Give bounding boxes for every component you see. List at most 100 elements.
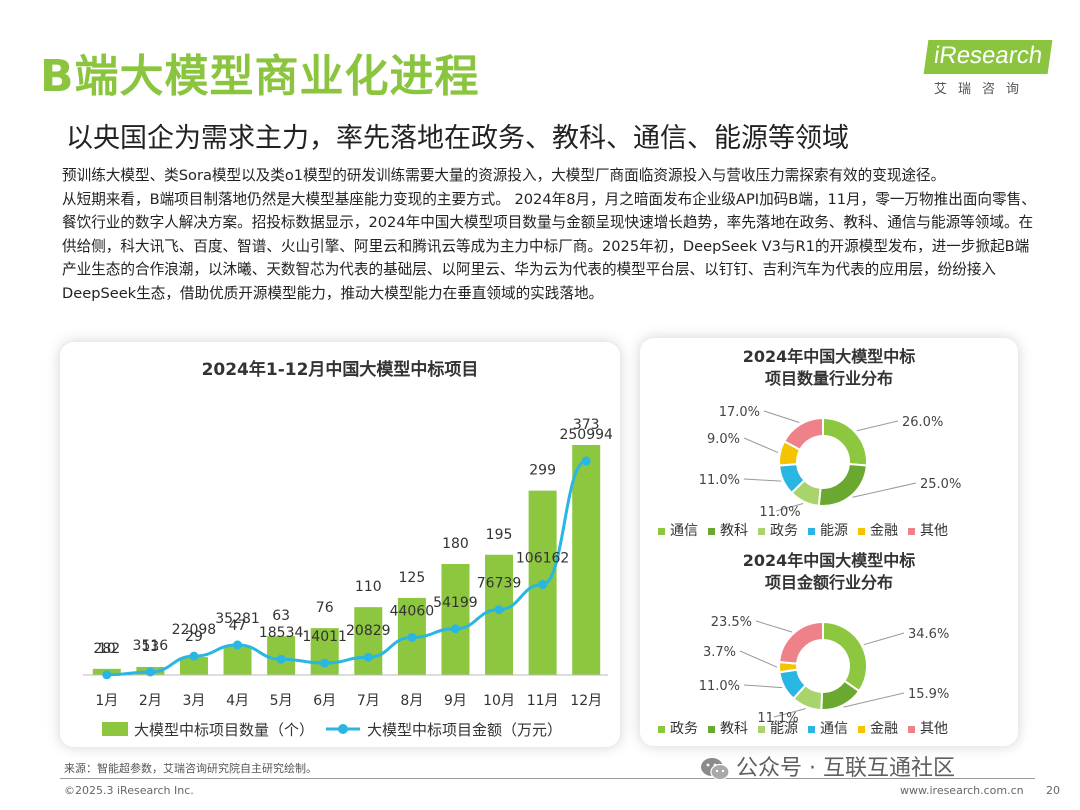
line-point — [581, 456, 591, 466]
donut-slice — [782, 416, 824, 452]
line-value-label: 76739 — [477, 576, 522, 592]
legend-item: 能源 — [758, 721, 798, 737]
leader-line — [743, 478, 782, 482]
slice-percent-label: 25.0% — [920, 477, 961, 492]
leader-line — [843, 692, 905, 708]
logo-chinese: 艾瑞咨询 — [934, 82, 1031, 97]
line-point — [538, 579, 548, 589]
legend-bar-swatch — [102, 722, 128, 736]
slice-percent-label: 11.0% — [759, 505, 800, 520]
count-distribution-donut: 26.0% 25.0% 11.0% 11.0% 9.0% 17.0% — [699, 405, 962, 520]
copyright: ©2025.3 iResearch Inc. — [64, 784, 194, 797]
legend-swatch — [908, 527, 915, 535]
legend-item: 通信 — [658, 523, 698, 539]
legend-item: 能源 — [808, 523, 848, 539]
x-tick-label: 11月 — [527, 693, 559, 709]
bar-value-label: 195 — [486, 527, 513, 543]
legend-label: 教科 — [720, 721, 748, 737]
bar-value-label: 10 — [98, 641, 116, 657]
legend-swatch — [808, 527, 815, 535]
line-value-label: 22098 — [172, 622, 217, 638]
bar-value-label: 13 — [141, 639, 159, 655]
line-value-label: 250994 — [559, 427, 613, 443]
x-tick-label: 5月 — [270, 693, 293, 709]
line-value-label: 106162 — [516, 550, 569, 566]
leader-line — [852, 482, 917, 498]
bar-value-label: 76 — [316, 600, 334, 616]
bid-projects-combo-chart: 2024年1-12月中国大模型中标项目 10 1月 13 2月 29 3月 47 4月 63 5月 7… — [83, 359, 613, 739]
amount-donut-title-line1: 2024年中国大模型中标 — [742, 551, 916, 570]
line-value-label: 54199 — [433, 595, 478, 611]
slice-percent-label: 23.5% — [711, 615, 752, 630]
bar-value-label: 47 — [229, 618, 247, 634]
bar — [485, 554, 514, 675]
line-point — [189, 651, 199, 661]
donut-slice — [817, 462, 868, 507]
bar — [441, 564, 470, 675]
slice-percent-label: 26.0% — [902, 415, 943, 430]
wechat-icon — [701, 758, 730, 781]
count-donut-title: 2024年中国大模型中标 项目数量行业分布 — [640, 346, 1018, 390]
legend-item: 金融 — [858, 721, 898, 737]
legend-item: 政务 — [758, 523, 798, 539]
legend-swatch — [658, 527, 665, 535]
line-value-label: 18534 — [259, 625, 304, 641]
donut-slice — [822, 416, 868, 467]
page-subtitle: 以央国企为需求主力，率先落地在政务、教科、通信、能源等领域 — [66, 123, 849, 154]
legend-swatch — [758, 527, 765, 535]
amount-donut-title-line2: 项目金额行业分布 — [764, 573, 893, 592]
legend-item: 其他 — [908, 523, 948, 539]
slice-percent-label: 15.9% — [908, 687, 949, 702]
legend-item: 金融 — [858, 523, 898, 539]
bar — [179, 657, 208, 675]
legend-label: 能源 — [770, 721, 798, 737]
bar-value-label: 29 — [185, 629, 203, 645]
leader-line — [755, 620, 793, 633]
leader-line — [856, 420, 899, 432]
leader-line — [739, 650, 778, 668]
bar-value-label: 180 — [442, 536, 469, 552]
legend-bar-label: 大模型中标项目数量（个） — [134, 721, 314, 739]
slice-percent-label: 11.0% — [699, 473, 740, 488]
slice-percent-label: 17.0% — [719, 405, 760, 420]
amount-distribution-block: 2024年中国大模型中标 项目金额行业分布 34.6% 15.9% 11.1% 11.… — [640, 546, 1018, 746]
x-tick-label: 9月 — [444, 693, 467, 709]
leader-line — [773, 708, 806, 718]
bar — [572, 445, 601, 675]
bar-value-label: 63 — [272, 608, 290, 624]
legend-swatch — [858, 725, 865, 733]
legend-label: 能源 — [820, 523, 848, 539]
legend-line-marker — [338, 724, 348, 734]
line-value-label: 20829 — [346, 623, 391, 639]
bar — [354, 607, 383, 675]
line-point — [363, 652, 373, 662]
legend-swatch — [708, 725, 715, 733]
donut-chart-card: 2024年中国大模型中标 项目数量行业分布 26.0% 25.0% 11.0% 11.… — [640, 338, 1018, 746]
amount-donut-title: 2024年中国大模型中标 项目金额行业分布 — [640, 550, 1018, 594]
line-point — [320, 658, 330, 668]
line-point — [145, 667, 155, 677]
watermark: 公众号 · 互联互通社区 — [700, 750, 955, 782]
slice-percent-label: 11.1% — [757, 711, 798, 726]
website-link[interactable]: www.iresearch.com.cn — [900, 784, 1024, 797]
legend-item: 通信 — [808, 721, 848, 737]
legend-label: 通信 — [670, 523, 698, 539]
x-tick-label: 10月 — [483, 693, 515, 709]
x-tick-label: 3月 — [182, 693, 205, 709]
line-value-label: 282 — [93, 641, 120, 657]
bar — [223, 646, 252, 675]
legend-label: 金融 — [870, 523, 898, 539]
legend-swatch — [808, 725, 815, 733]
line-point — [102, 670, 112, 680]
intro-paragraph-1: 预训练大模型、类Sora模型以及类o1模型的研发训练需要大量的资源投入，大模型厂… — [62, 167, 946, 184]
x-tick-label: 6月 — [313, 693, 336, 709]
count-donut-title-line1: 2024年中国大模型中标 — [742, 347, 916, 366]
legend-swatch — [758, 725, 765, 733]
x-tick-label: 12月 — [570, 693, 602, 709]
legend-label: 通信 — [820, 721, 848, 737]
x-tick-label: 2月 — [139, 693, 162, 709]
chart-title: 2024年1-12月中国大模型中标项目 — [202, 359, 479, 380]
bar-value-label: 373 — [573, 417, 600, 433]
x-tick-label: 4月 — [226, 693, 249, 709]
slice-percent-label: 9.0% — [707, 432, 740, 447]
